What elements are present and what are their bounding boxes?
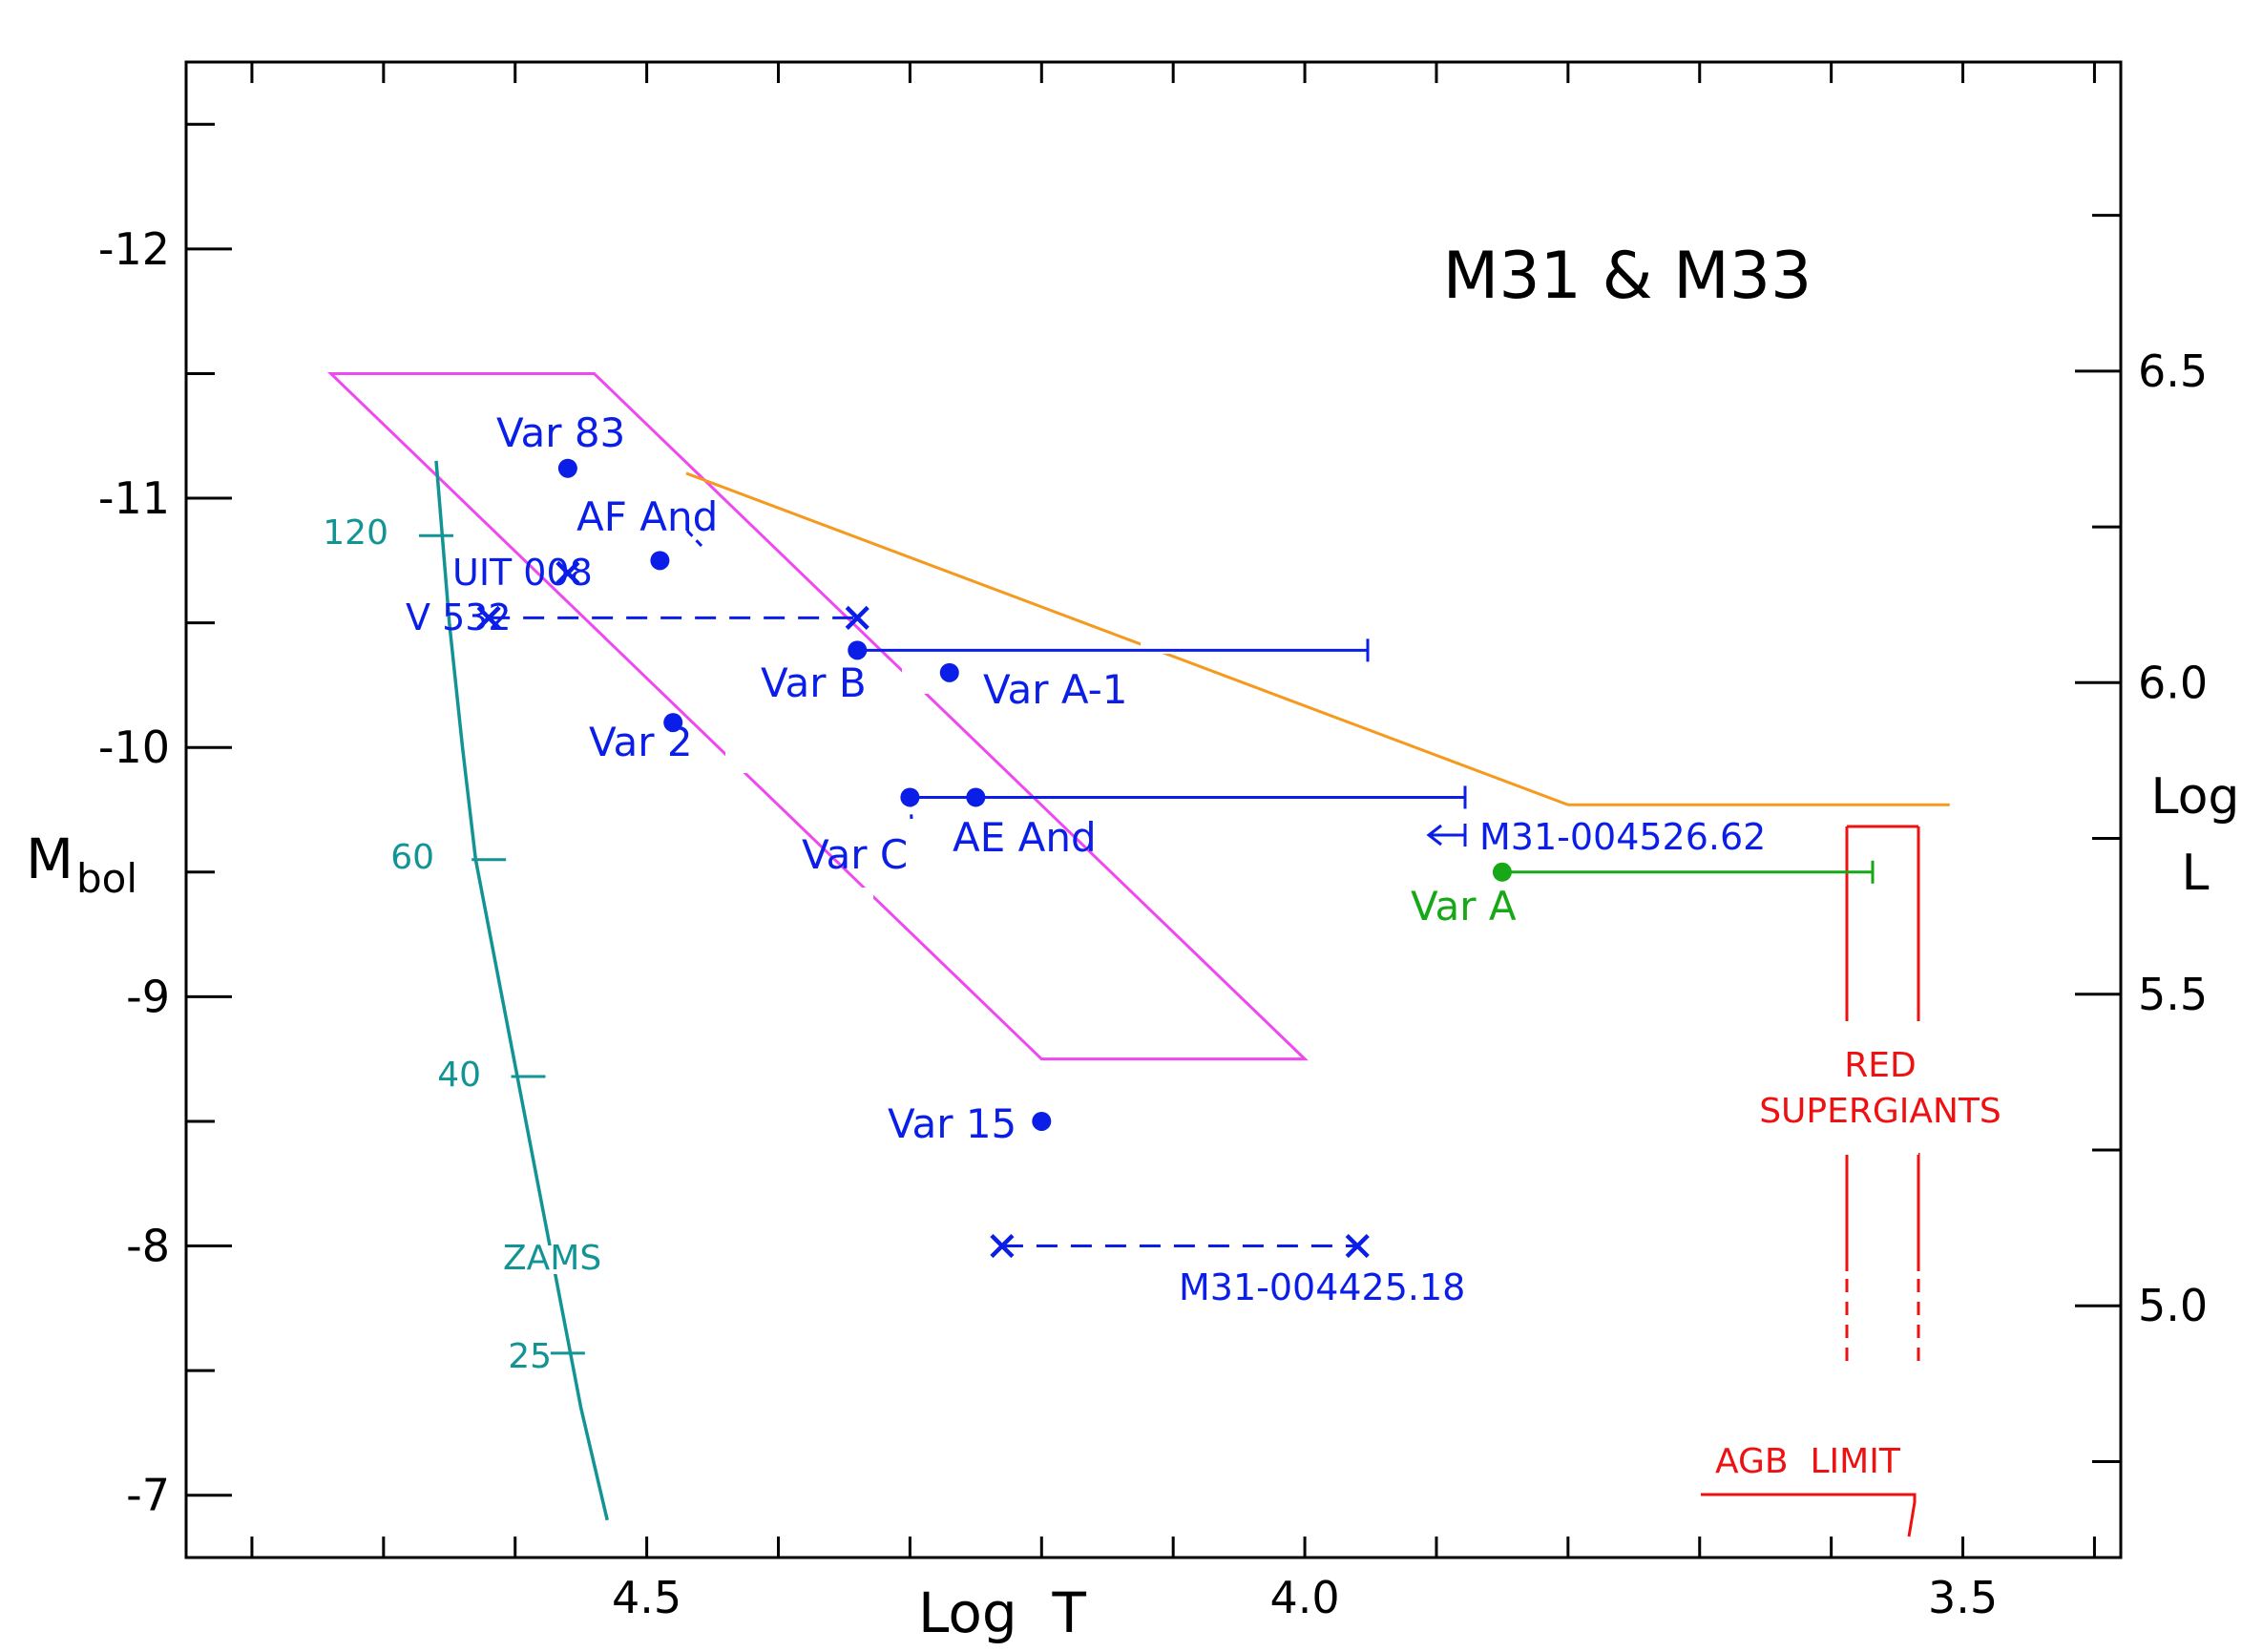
- rsg-label-line1: RED: [1844, 1046, 1916, 1085]
- y2-tick-label: 5.0: [2138, 1280, 2208, 1331]
- mass-label-40: 40: [437, 1056, 481, 1095]
- tick-marks: [186, 62, 2121, 1558]
- red-supergiant-region: [1701, 825, 1920, 1537]
- mass-label-120: 120: [323, 513, 388, 553]
- zams-label: ZAMS: [503, 1239, 601, 1278]
- zams-track: [418, 460, 609, 1521]
- star-marker-af-and: [650, 551, 670, 571]
- y-tick-label: -9: [126, 971, 170, 1022]
- label-gap: [840, 888, 873, 916]
- star-label-var-c: Var C: [802, 831, 908, 878]
- star-marker-var-2: [663, 713, 683, 733]
- y-tick-label: -12: [98, 223, 170, 275]
- star-marker-var-b: [848, 640, 868, 660]
- star-label-var-a: Var A: [1411, 883, 1517, 930]
- m31-004425-x-marker-right: [1345, 1233, 1370, 1259]
- instability-region-outline: [326, 371, 1309, 1061]
- y-tick-label: -7: [126, 1470, 170, 1521]
- temperature-ranges: [476, 529, 1875, 1259]
- luminosity-limit-line: [685, 471, 1950, 806]
- star-marker-var-a-1: [939, 662, 959, 682]
- y2-axis-label-line1: Log: [2151, 768, 2240, 826]
- x-tick-label: 4.5: [612, 1572, 681, 1623]
- star-label-var-2: Var 2: [589, 719, 693, 765]
- label-gaps: [418, 625, 1933, 1479]
- y-axis-label-subscript: bol: [76, 855, 137, 902]
- y2-tick-label: 5.5: [2138, 969, 2208, 1020]
- label-gap: [1842, 1035, 1918, 1155]
- label-gap: [1837, 1436, 1933, 1479]
- star-markers: [555, 458, 1512, 1131]
- y-tick-label: -8: [126, 1221, 170, 1272]
- y2-tick-label: 6.0: [2138, 657, 2208, 708]
- y-tick-label: -11: [98, 472, 170, 524]
- y-axis-label: M: [26, 826, 73, 891]
- x-tick-label: 4.0: [1269, 1572, 1339, 1623]
- star-marker-var-15: [1032, 1111, 1052, 1131]
- rsg-label-line2: SUPERGIANTS: [1759, 1092, 2001, 1131]
- label-gap: [725, 735, 759, 773]
- star-marker-ae-and: [966, 787, 986, 807]
- tick-labels: 4.5 4.0 3.5 -12 -11 -10 -9 -8 -7 6.5 6.0 5.5 5.0: [98, 223, 2208, 1623]
- x-axis-label: Log T: [918, 1580, 1086, 1645]
- agb-limit-line: [1701, 1493, 1917, 1537]
- star-label-var-b: Var B: [761, 659, 867, 706]
- agb-limit-label: AGB LIMIT: [1715, 1442, 1901, 1481]
- instability-region: [326, 371, 1309, 1061]
- star-marker-var-83: [557, 458, 577, 478]
- mass-label-60: 60: [390, 838, 434, 877]
- upper-limit-label: M31-004526.62: [1479, 816, 1766, 858]
- text-labels: M31 & M33 Log T M bol Log L Var 83 AF An…: [26, 239, 2239, 1645]
- y2-axis-label-line2: L: [2182, 845, 2210, 902]
- star-label-ae-and: AE And: [953, 814, 1097, 861]
- plot-frame: [184, 60, 2123, 1559]
- star-label-var-83: Var 83: [496, 409, 625, 456]
- y-tick-label: -10: [98, 721, 170, 773]
- range-label-v532: V 532: [406, 596, 512, 638]
- label-gap: [902, 665, 940, 694]
- luminosity-limit: [685, 471, 1950, 806]
- range-label-m31-004425: M31-004425.18: [1179, 1266, 1465, 1308]
- star-label-af-and: AF And: [576, 493, 718, 540]
- v532-x-marker-left: [476, 605, 501, 630]
- star-label-var-a-1: Var A-1: [983, 666, 1128, 713]
- chart-title: M31 & M33: [1443, 239, 1812, 314]
- label-gap: [1098, 811, 1136, 835]
- star-label-uit-008: UIT 008: [452, 552, 593, 594]
- upper-limit-arrow-head: [1426, 824, 1442, 847]
- star-marker-var-a: [1492, 862, 1512, 882]
- label-gap: [418, 639, 437, 668]
- label-gap: [496, 1245, 563, 1274]
- v532-x-marker-right: [845, 605, 870, 630]
- m31-004425-x-marker-left: [990, 1233, 1015, 1259]
- zams-line: [434, 460, 609, 1521]
- x-tick-label: 3.5: [1928, 1572, 1998, 1623]
- star-marker-uit-008: [555, 560, 580, 585]
- mass-label-25: 25: [508, 1337, 552, 1376]
- y2-tick-label: 6.5: [2138, 345, 2208, 397]
- star-marker-var-c: [900, 787, 920, 807]
- star-label-var-15: Var 15: [888, 1100, 1016, 1147]
- af-and-pointer: [685, 529, 703, 548]
